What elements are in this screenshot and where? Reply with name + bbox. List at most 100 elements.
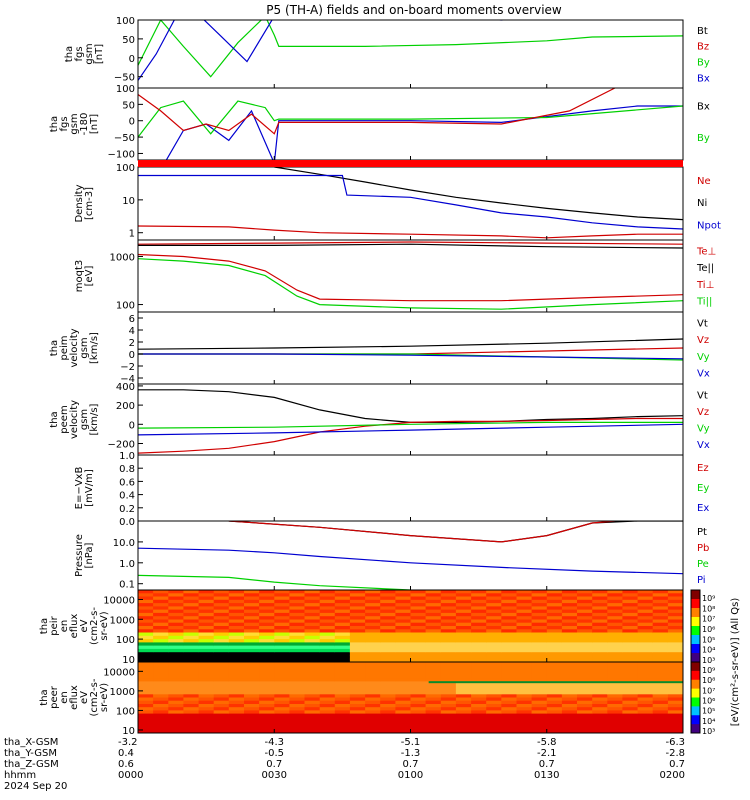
y-axis-label: moqt3 <box>74 260 85 293</box>
x-tick-label: 0.4 <box>118 748 134 759</box>
legend-entry: Pb <box>697 543 709 554</box>
y-axis-label: Density <box>74 184 85 222</box>
y-axis-label: gsm <box>79 409 90 430</box>
y-tick-label: 1000 <box>110 687 135 698</box>
y-tick-label: 0.6 <box>119 477 135 488</box>
panel-8: 10.0 1.0 0.1 Pressure [nPa] Pt Pb Pe Pi <box>74 520 709 591</box>
x-tick-label: 0000 <box>118 770 143 781</box>
series-line-6-2 <box>138 417 683 454</box>
y-tick-label: 10000 <box>103 667 135 678</box>
figure-title: P5 (TH-A) fields and on-board moments ov… <box>266 3 562 17</box>
series-line-6-3 <box>138 421 683 429</box>
x-row-label: tha_X-GSM <box>4 737 58 748</box>
y-axis-label: eflux <box>69 685 80 710</box>
y-axis-label: peem <box>59 405 70 433</box>
legend-entry: Pi <box>697 575 706 586</box>
y-axis-label: E=−VxB <box>74 467 85 510</box>
panel-1: 100 50 0 −50 tha fgs gsm [nT] Bt Bz By Bx <box>64 16 710 89</box>
y-axis-label: (cm2-s- <box>89 678 100 716</box>
y-axis-label: [km/s] <box>89 403 100 435</box>
legend-entry: Vy <box>697 423 710 434</box>
panel-frame-7 <box>137 454 684 522</box>
panel-6: 400 200 0 −200 tha peem velocity gsm [km/s] Vt Vz V… <box>49 382 710 456</box>
y-tick-label: 10.0 <box>113 538 135 549</box>
legend-entry: Vy <box>697 352 710 363</box>
legend-entry: Bz <box>697 42 709 53</box>
legend-entry: Bx <box>697 73 710 84</box>
colorbar-tick: 10⁵ <box>702 635 715 644</box>
y-axis-label: (cm2-s- <box>89 607 100 645</box>
y-tick-label: 1.0 <box>119 559 135 570</box>
x-tick-label: -0.5 <box>264 748 284 759</box>
panel-4: 1000 100 moqt3 [eV] Te⊥ Te|| Ti⊥ Ti|| <box>74 239 716 313</box>
y-tick-label: 10 <box>122 196 135 207</box>
y-axis-label: tha <box>49 411 60 427</box>
spectrogram-10 <box>138 662 683 733</box>
y-tick-label: 1000 <box>110 252 135 263</box>
y-tick-label: 0.8 <box>119 464 135 475</box>
x-row-label: 2024 Sep 20 <box>4 781 67 792</box>
series-line-2-3 <box>138 88 616 135</box>
panel-frame-8 <box>137 520 684 591</box>
y-tick-label: 0 <box>129 350 135 361</box>
panel-7: 1.0 0.8 0.6 0.4 0.2 0.0 E=−VxB [mV/m] Ez Ey Ex <box>74 451 709 528</box>
x-tick-label: -2.1 <box>537 748 557 759</box>
colorbar-tick: 10⁴ <box>702 646 715 655</box>
series-line-3-3 <box>138 225 683 239</box>
panel-3: 100 10 1 Density [cm-3] Ne Ni Npot <box>74 163 721 241</box>
y-axis-label: tha <box>39 618 50 634</box>
x-tick-label: -6.3 <box>665 737 685 748</box>
series-line-8-3 <box>138 547 683 575</box>
y-axis-label: tha <box>49 116 60 132</box>
spectrogram-9 <box>138 590 683 662</box>
legend-entry: Vz <box>697 407 709 418</box>
status-bar <box>138 160 683 167</box>
colorbar-tick: 10⁷ <box>702 615 715 624</box>
colorbar-tick: 10⁶ <box>702 625 715 634</box>
y-tick-label: −200 <box>108 439 135 450</box>
y-axis-label: [nT] <box>94 44 105 64</box>
series-line-4-3 <box>138 253 683 302</box>
y-tick-label: 100 <box>116 301 135 312</box>
y-axis-label: eV <box>79 619 90 632</box>
series-line-3-1 <box>274 167 683 221</box>
y-tick-label: 0.2 <box>119 504 135 515</box>
legend-entry: By <box>697 58 710 69</box>
x-tick-label: 0.7 <box>669 759 685 770</box>
legend-entry: Pe <box>697 559 709 570</box>
legend-entry: Ez <box>697 463 709 474</box>
spectrogram-band <box>428 681 683 684</box>
y-axis-label: eflux <box>69 614 80 639</box>
x-tick-label: 0.6 <box>118 759 134 770</box>
y-axis-label: velocity <box>69 328 80 367</box>
y-axis-label: peim <box>59 335 70 360</box>
y-tick-label: 100 <box>116 706 135 717</box>
y-tick-label: 100 <box>116 163 135 174</box>
legend-entry: By <box>697 133 710 144</box>
x-tick-label: -1.3 <box>401 748 421 759</box>
y-axis-label: Pressure <box>74 534 85 577</box>
legend-entry: Vt <box>697 318 708 329</box>
y-axis-label: [cm-3] <box>84 187 95 220</box>
y-axis-label: [nT] <box>89 114 100 134</box>
series-line-5-4 <box>138 353 683 360</box>
y-axis-label: gsm <box>79 337 90 358</box>
colorbar-tick: 10⁸ <box>702 676 715 685</box>
y-axis-label: tha <box>49 340 60 356</box>
x-row-label: hhmm <box>4 770 36 781</box>
legend-entry: Vt <box>697 390 708 401</box>
x-tick-label: -2.8 <box>665 748 685 759</box>
y-axis-label: sr-eV) <box>99 683 110 712</box>
y-axis-label: -180 <box>79 113 90 136</box>
y-axis-label: gsm <box>69 113 80 134</box>
legend-entry: Ne <box>697 176 711 187</box>
panel-9: 10000 1000 100 10 tha peir en eflux eV (cm2-s-sr-… <box>39 589 684 666</box>
legend-entry: Te|| <box>696 263 714 274</box>
x-row-label: tha_Y-GSM <box>4 748 57 759</box>
y-axis-label: [mV/m] <box>84 469 95 507</box>
colorbar-tick: 10³ <box>702 656 715 665</box>
series-line-1-3 <box>138 20 683 78</box>
